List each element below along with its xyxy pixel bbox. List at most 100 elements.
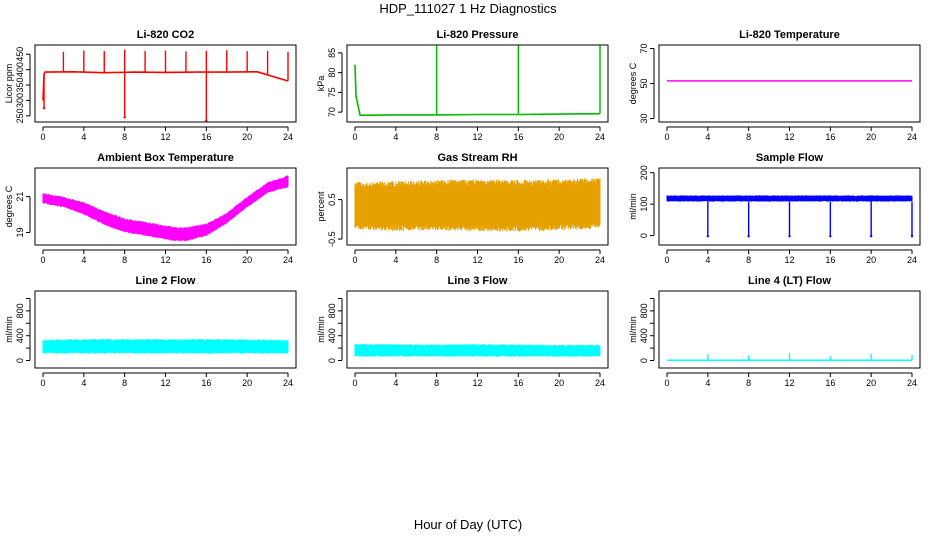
x-tick-label: 0 [352,378,357,388]
y-tick-label: 400 [327,328,337,343]
x-tick-label: 0 [664,255,669,265]
y-axis-label: degrees C [4,185,14,227]
x-tick-label: 12 [160,378,170,388]
y-tick-label: 50 [639,78,649,88]
x-tick-label: 4 [705,255,710,265]
panel-title: Line 2 Flow [136,275,196,287]
x-axis-caption: Hour of Day (UTC) [413,517,523,532]
x-tick-label: 24 [283,132,293,142]
y-axis-label: kPa [316,76,326,92]
x-tick-label: 16 [201,255,211,265]
series-line [354,64,601,117]
chart-panel-8: Line 3 Flow ml/min 0 4 8 12 16 20 24 0 400 800 [316,275,609,388]
panel-title: Ambient Box Temperature [97,152,234,164]
y-tick-label: 21 [15,192,25,202]
x-tick-label: 20 [866,132,876,142]
panel-title: Line 4 (LT) Flow [748,275,831,287]
x-tick-label: 24 [907,255,917,265]
x-tick-label: 24 [595,255,605,265]
y-tick-label: 100 [639,197,649,212]
x-axis: 0 4 8 12 16 20 24 [664,372,917,388]
x-axis: 0 4 8 12 16 20 24 [664,126,917,142]
x-tick-label: 0 [664,378,669,388]
drop-point [829,235,832,238]
x-tick-label: 20 [866,378,876,388]
plot-data [354,178,601,232]
plot-frame [34,44,297,123]
drop-point [123,116,126,119]
y-tick-label: 400 [15,328,25,343]
x-axis: 0 4 8 12 16 20 24 [40,249,293,265]
drop-point [42,106,46,110]
y-tick-label: 0.5 [327,193,337,206]
x-tick-label: 20 [554,255,564,265]
x-tick-label: 8 [434,255,439,265]
y-axis-label: ml/min [628,193,638,220]
x-tick-label: 24 [907,378,917,388]
x-tick-label: 12 [784,132,794,142]
plot-data [42,338,289,354]
x-tick-label: 8 [434,378,439,388]
plot-frame [658,167,921,246]
x-axis: 0 4 8 12 16 20 24 [352,372,605,388]
y-tick-label: 350 [15,78,25,93]
x-tick-label: 20 [866,255,876,265]
x-tick-label: 12 [160,255,170,265]
x-tick-label: 24 [907,132,917,142]
x-tick-label: 8 [122,132,127,142]
y-tick-label: 0 [639,233,649,238]
x-tick-label: 4 [705,378,710,388]
y-tick-label: 30 [639,113,649,123]
x-tick-label: 12 [784,378,794,388]
x-tick-label: 4 [81,378,86,388]
x-tick-label: 0 [352,255,357,265]
x-tick-label: 4 [393,378,398,388]
x-tick-label: 4 [393,132,398,142]
y-tick-label: 800 [15,303,25,318]
y-axis-label: ml/min [4,316,14,343]
x-tick-label: 16 [513,378,523,388]
x-tick-label: 16 [201,378,211,388]
plot-frame [658,290,921,369]
x-tick-label: 20 [554,378,564,388]
y-tick-label: 800 [327,303,337,318]
chart-panel-6: Sample Flow ml/min 0 4 8 12 16 20 24 0 100 200 [628,152,921,265]
y-axis: 70 75 80 85 [327,48,343,117]
x-tick-label: 12 [472,378,482,388]
x-tick-label: 0 [664,132,669,142]
x-tick-label: 0 [352,132,357,142]
y-tick-label: 0 [327,358,337,363]
series-band [666,195,913,202]
y-axis: 0 400 800 [327,297,343,363]
plot-frame [34,167,297,246]
plot-data [42,49,289,122]
x-tick-label: 8 [746,132,751,142]
plot-frame [658,44,921,123]
y-axis-label: ml/min [628,316,638,343]
drop-point [910,235,914,238]
y-tick-label: 70 [639,43,649,53]
series-band [354,178,601,232]
y-axis: 0 400 800 [15,297,31,363]
y-tick-label: 85 [327,48,337,58]
x-tick-label: 8 [746,255,751,265]
panel-title: Li-820 Temperature [739,29,840,41]
series-band [42,175,289,242]
x-tick-label: 24 [283,255,293,265]
y-tick-label: 70 [327,107,337,117]
panel-title: Gas Stream RH [437,152,517,164]
x-tick-label: 4 [81,255,86,265]
x-tick-label: 12 [784,255,794,265]
y-tick-label: 300 [15,93,25,108]
series-band [354,343,601,357]
chart-panel-2: Li-820 Pressure kPa 0 4 8 12 16 20 24 70 75 80 85 [316,29,609,142]
drop-point [706,235,710,238]
y-axis: 30 50 70 [639,43,655,124]
drop-point [788,235,791,238]
x-tick-label: 4 [705,132,710,142]
y-axis: 0 400 800 [639,297,655,363]
plot-frame [346,44,609,123]
y-axis: -0.5 0.5 [327,193,343,247]
